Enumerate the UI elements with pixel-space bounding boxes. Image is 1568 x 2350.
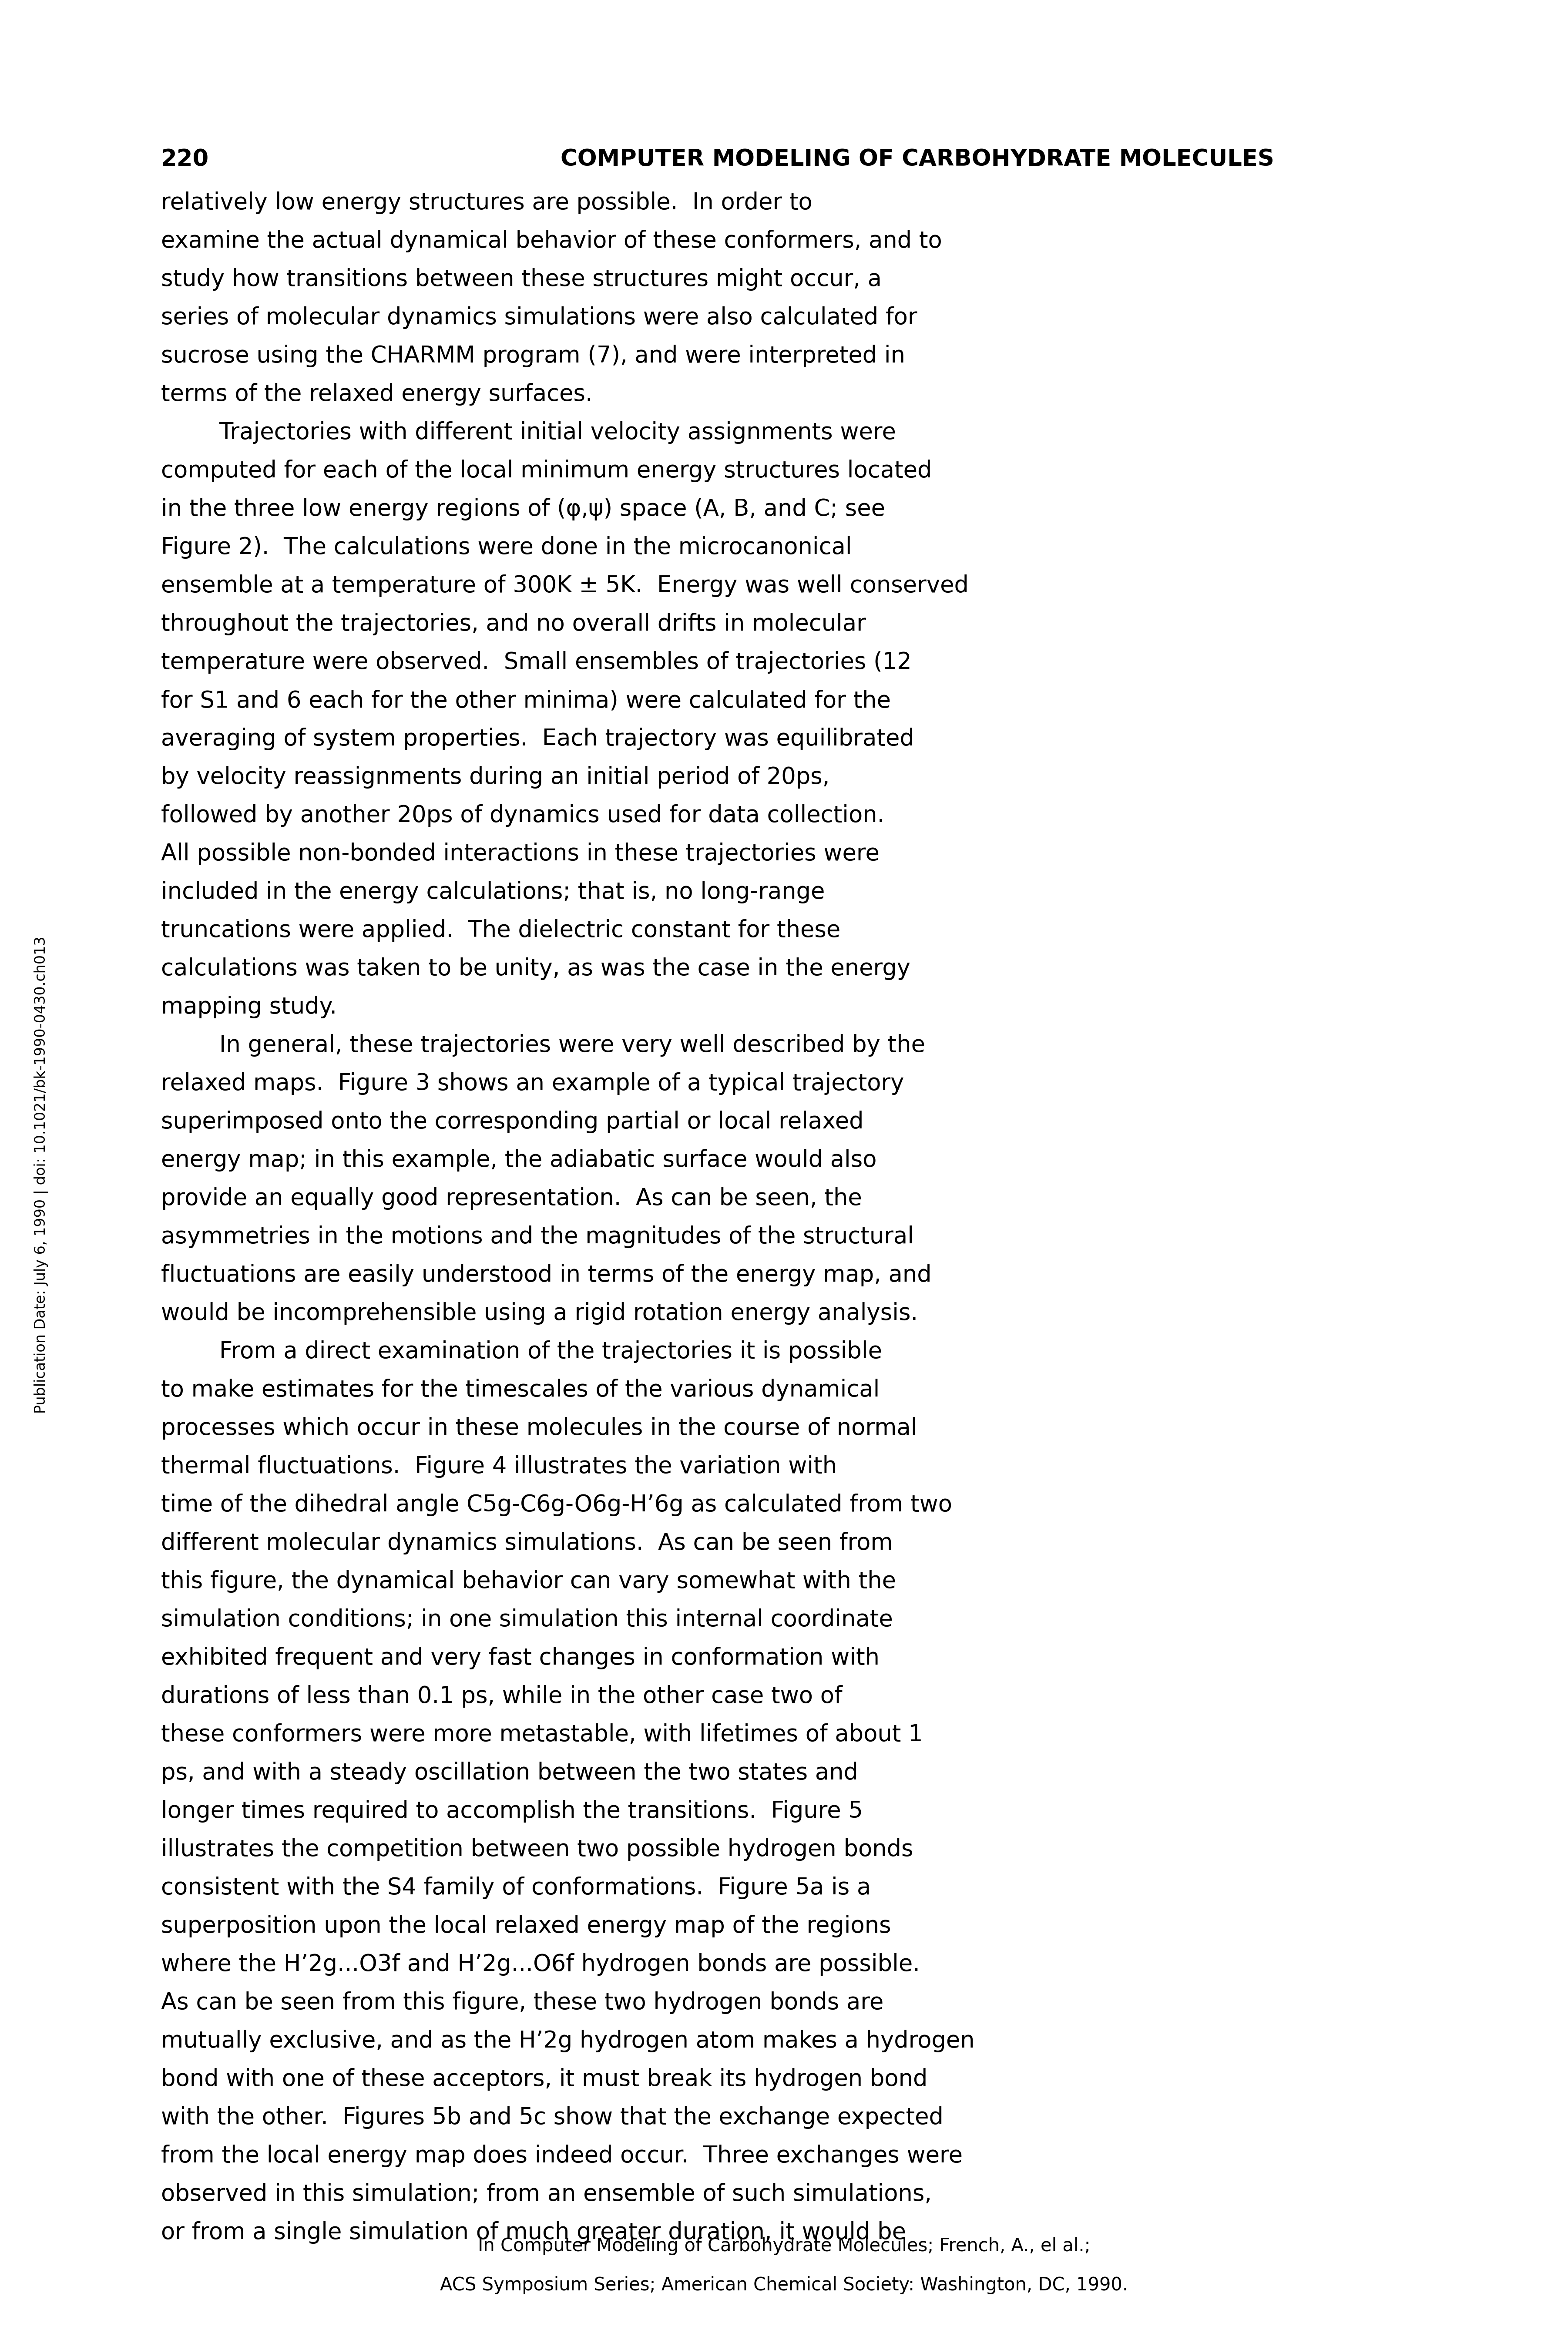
Text: followed by another 20ps of dynamics used for data collection.: followed by another 20ps of dynamics use…: [162, 804, 884, 827]
Text: sucrose using the CHARMM program (7), and were interpreted in: sucrose using the CHARMM program (7), an…: [162, 345, 905, 367]
Text: averaging of system properties.  Each trajectory was equilibrated: averaging of system properties. Each tra…: [162, 728, 914, 750]
Text: superimposed onto the corresponding partial or local relaxed: superimposed onto the corresponding part…: [162, 1112, 864, 1133]
Text: temperature were observed.  Small ensembles of trajectories (12: temperature were observed. Small ensembl…: [162, 651, 911, 674]
Text: with the other.  Figures 5b and 5c show that the exchange expected: with the other. Figures 5b and 5c show t…: [162, 2106, 944, 2129]
Text: In Computer Modeling of Carbohydrate Molecules; French, A., el al.;: In Computer Modeling of Carbohydrate Mol…: [478, 2237, 1090, 2256]
Text: ensemble at a temperature of 300K ± 5K.  Energy was well conserved: ensemble at a temperature of 300K ± 5K. …: [162, 573, 969, 597]
Text: computed for each of the local minimum energy structures located: computed for each of the local minimum e…: [162, 461, 931, 482]
Text: or from a single simulation of much greater duration, it would be: or from a single simulation of much grea…: [162, 2221, 906, 2244]
Text: series of molecular dynamics simulations were also calculated for: series of molecular dynamics simulations…: [162, 306, 917, 329]
Text: fluctuations are easily understood in terms of the energy map, and: fluctuations are easily understood in te…: [162, 1264, 931, 1285]
Text: 220: 220: [162, 148, 209, 172]
Text: bond with one of these acceptors, it must break its hydrogen bond: bond with one of these acceptors, it mus…: [162, 2068, 928, 2092]
Text: Figure 2).  The calculations were done in the microcanonical: Figure 2). The calculations were done in…: [162, 536, 851, 559]
Text: superposition upon the local relaxed energy map of the regions: superposition upon the local relaxed ene…: [162, 1915, 891, 1936]
Text: thermal fluctuations.  Figure 4 illustrates the variation with: thermal fluctuations. Figure 4 illustrat…: [162, 1455, 837, 1478]
Text: asymmetries in the motions and the magnitudes of the structural: asymmetries in the motions and the magni…: [162, 1224, 914, 1248]
Text: processes which occur in these molecules in the course of normal: processes which occur in these molecules…: [162, 1417, 917, 1441]
Text: simulation conditions; in one simulation this internal coordinate: simulation conditions; in one simulation…: [162, 1607, 892, 1631]
Text: mapping study.: mapping study.: [162, 996, 337, 1018]
Text: where the H’2g...O3f and H’2g...O6f hydrogen bonds are possible.: where the H’2g...O3f and H’2g...O6f hydr…: [162, 1953, 920, 1976]
Text: calculations was taken to be unity, as was the case in the energy: calculations was taken to be unity, as w…: [162, 956, 911, 980]
Text: exhibited frequent and very fast changes in conformation with: exhibited frequent and very fast changes…: [162, 1647, 880, 1668]
Text: included in the energy calculations; that is, no long-range: included in the energy calculations; tha…: [162, 881, 825, 902]
Text: relaxed maps.  Figure 3 shows an example of a typical trajectory: relaxed maps. Figure 3 shows an example …: [162, 1072, 905, 1095]
Text: would be incomprehensible using a rigid rotation energy analysis.: would be incomprehensible using a rigid …: [162, 1302, 917, 1325]
Text: As can be seen from this figure, these two hydrogen bonds are: As can be seen from this figure, these t…: [162, 1990, 883, 2014]
Text: From a direct examination of the trajectories it is possible: From a direct examination of the traject…: [162, 1339, 883, 1363]
Text: in the three low energy regions of (φ,ψ) space (A, B, and C; see: in the three low energy regions of (φ,ψ)…: [162, 498, 886, 519]
Text: consistent with the S4 family of conformations.  Figure 5a is a: consistent with the S4 family of conform…: [162, 1878, 870, 1899]
Text: provide an equally good representation.  As can be seen, the: provide an equally good representation. …: [162, 1187, 862, 1210]
Text: study how transitions between these structures might occur, a: study how transitions between these stru…: [162, 268, 881, 291]
Text: throughout the trajectories, and no overall drifts in molecular: throughout the trajectories, and no over…: [162, 613, 866, 635]
Text: terms of the relaxed energy surfaces.: terms of the relaxed energy surfaces.: [162, 383, 593, 407]
Text: relatively low energy structures are possible.  In order to: relatively low energy structures are pos…: [162, 190, 812, 214]
Text: to make estimates for the timescales of the various dynamical: to make estimates for the timescales of …: [162, 1379, 880, 1401]
Text: truncations were applied.  The dielectric constant for these: truncations were applied. The dielectric…: [162, 919, 840, 942]
Text: mutually exclusive, and as the H’2g hydrogen atom makes a hydrogen: mutually exclusive, and as the H’2g hydr…: [162, 2030, 975, 2052]
Text: longer times required to accomplish the transitions.  Figure 5: longer times required to accomplish the …: [162, 1800, 862, 1824]
Text: Publication Date: July 6, 1990 | doi: 10.1021/bk-1990-0430.ch013: Publication Date: July 6, 1990 | doi: 10…: [34, 935, 49, 1415]
Text: examine the actual dynamical behavior of these conformers, and to: examine the actual dynamical behavior of…: [162, 230, 942, 251]
Text: illustrates the competition between two possible hydrogen bonds: illustrates the competition between two …: [162, 1838, 913, 1861]
Text: these conformers were more metastable, with lifetimes of about 1: these conformers were more metastable, w…: [162, 1723, 924, 1746]
Text: time of the dihedral angle C5g-C6g-O6g-H’6g as calculated from two: time of the dihedral angle C5g-C6g-O6g-H…: [162, 1495, 952, 1516]
Text: Trajectories with different initial velocity assignments were: Trajectories with different initial velo…: [162, 421, 895, 444]
Text: COMPUTER MODELING OF CARBOHYDRATE MOLECULES: COMPUTER MODELING OF CARBOHYDRATE MOLECU…: [560, 148, 1275, 172]
Text: All possible non-bonded interactions in these trajectories were: All possible non-bonded interactions in …: [162, 844, 880, 865]
Text: observed in this simulation; from an ensemble of such simulations,: observed in this simulation; from an ens…: [162, 2183, 931, 2207]
Text: from the local energy map does indeed occur.  Three exchanges were: from the local energy map does indeed oc…: [162, 2146, 963, 2167]
Text: for S1 and 6 each for the other minima) were calculated for the: for S1 and 6 each for the other minima) …: [162, 689, 891, 712]
Text: In general, these trajectories were very well described by the: In general, these trajectories were very…: [162, 1034, 925, 1058]
Text: this figure, the dynamical behavior can vary somewhat with the: this figure, the dynamical behavior can …: [162, 1570, 895, 1593]
Text: energy map; in this example, the adiabatic surface would also: energy map; in this example, the adiabat…: [162, 1149, 877, 1173]
Text: different molecular dynamics simulations.  As can be seen from: different molecular dynamics simulations…: [162, 1532, 892, 1553]
Text: ACS Symposium Series; American Chemical Society: Washington, DC, 1990.: ACS Symposium Series; American Chemical …: [441, 2277, 1127, 2294]
Text: by velocity reassignments during an initial period of 20ps,: by velocity reassignments during an init…: [162, 766, 829, 790]
Text: durations of less than 0.1 ps, while in the other case two of: durations of less than 0.1 ps, while in …: [162, 1685, 842, 1708]
Text: ps, and with a steady oscillation between the two states and: ps, and with a steady oscillation betwee…: [162, 1762, 858, 1784]
